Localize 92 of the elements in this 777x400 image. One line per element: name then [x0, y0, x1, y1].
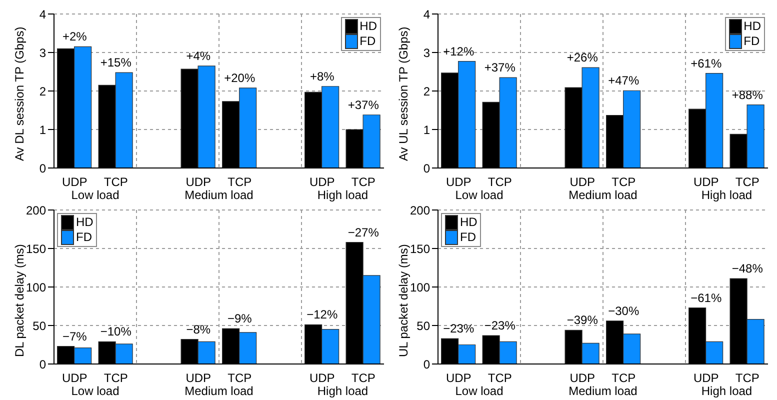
x-tick-label: TCP — [351, 371, 376, 385]
x-tick-label: TCP — [612, 371, 636, 385]
x-tick-label: TCP — [228, 175, 252, 189]
x-tick-label: TCP — [104, 371, 128, 385]
x-tick-label: UDP — [693, 175, 719, 189]
legend-label: FD — [460, 230, 476, 245]
text: High load — [701, 188, 752, 202]
annotation: −10% — [100, 324, 132, 339]
annotation: +4% — [186, 48, 211, 63]
annotation: +37% — [348, 98, 380, 112]
annotation: −9% — [227, 312, 252, 326]
y-axis-title: Av UL session TP (Gbps) — [396, 26, 410, 161]
annotation: −30% — [608, 304, 640, 318]
legend-label: HD — [76, 215, 94, 230]
y-axis-title: UL packet delay (ms) — [396, 244, 410, 357]
annotation: +88% — [732, 88, 764, 102]
annotation: −23% — [443, 322, 474, 336]
x-tick-label: UDP — [446, 371, 472, 385]
y-tick-label: 1 — [423, 122, 430, 137]
text: High load — [701, 384, 752, 398]
annotation: +61% — [690, 56, 722, 70]
annotation: +15% — [100, 56, 132, 70]
x-tick-label: UDP — [570, 371, 596, 385]
text: Low load — [71, 384, 120, 398]
x-tick-label: UDP — [309, 371, 335, 385]
x-tick-label: UDP — [186, 175, 212, 189]
x-tick-label: UDP — [62, 175, 88, 189]
legend-label: FD — [76, 230, 92, 245]
annotation: +20% — [224, 70, 256, 85]
legend-label: HD — [360, 19, 377, 34]
annotation: −12% — [306, 308, 338, 322]
x-tick-label: UDP — [693, 371, 719, 385]
y-tick-label: 50 — [32, 318, 46, 333]
annotation: +2% — [62, 30, 88, 44]
annotation: −48% — [732, 262, 764, 276]
y-tick-label: 150 — [26, 242, 46, 256]
y-axis-title: Av DL session TP (Gbps) — [12, 26, 26, 161]
y-tick-label: 50 — [416, 318, 430, 333]
annotation: −61% — [690, 290, 722, 305]
y-tick-label: 0 — [39, 161, 46, 176]
y-tick-label: 200 — [410, 203, 430, 218]
x-tick-label: TCP — [735, 371, 760, 385]
text: Low load — [455, 188, 504, 202]
y-tick-label: 0 — [423, 161, 430, 176]
text: Medium load — [568, 188, 638, 202]
legend-label: HD — [460, 215, 478, 230]
y-tick-label: 100 — [26, 280, 46, 294]
annotation: +26% — [566, 50, 598, 65]
annotation: −8% — [186, 322, 211, 336]
annotation: +12% — [443, 44, 474, 58]
x-tick-label: TCP — [104, 175, 128, 189]
text: Medium load — [184, 384, 254, 398]
y-tick-label: 4 — [423, 7, 430, 22]
text: Medium load — [184, 188, 254, 202]
annotation: +37% — [484, 60, 516, 75]
x-tick-label: TCP — [228, 371, 252, 385]
annotation: +47% — [608, 74, 640, 88]
y-tick-label: 1 — [39, 122, 46, 137]
x-tick-label: TCP — [351, 175, 376, 189]
x-tick-label: UDP — [446, 175, 472, 189]
text: High load — [317, 384, 368, 398]
legend-label: FD — [360, 34, 376, 49]
y-tick-label: 0 — [423, 357, 430, 372]
legend-label: FD — [744, 34, 760, 49]
annotation: −7% — [62, 329, 88, 344]
annotation: −39% — [566, 313, 598, 328]
x-tick-label: TCP — [735, 175, 760, 189]
annotation: −23% — [484, 318, 516, 333]
x-tick-label: TCP — [488, 371, 512, 385]
legend-label: HD — [744, 19, 761, 34]
y-tick-label: 2 — [423, 84, 430, 98]
text: Low load — [455, 384, 504, 398]
x-tick-label: TCP — [488, 175, 512, 189]
y-tick-label: 4 — [39, 7, 46, 22]
annotation: +8% — [310, 69, 335, 84]
x-tick-label: UDP — [309, 175, 335, 189]
annotation: −27% — [348, 225, 380, 240]
y-tick-label: 3 — [423, 46, 430, 60]
y-tick-label: 2 — [39, 84, 46, 98]
x-tick-label: UDP — [570, 175, 596, 189]
x-tick-label: TCP — [612, 175, 636, 189]
y-axis-title: DL packet delay (ms) — [12, 244, 26, 357]
text: High load — [317, 188, 368, 202]
y-tick-label: 200 — [26, 203, 46, 218]
y-tick-label: 0 — [39, 357, 46, 372]
x-tick-label: UDP — [62, 371, 88, 385]
text: Low load — [71, 188, 120, 202]
y-tick-label: 3 — [39, 46, 46, 60]
x-tick-label: UDP — [186, 371, 212, 385]
text: Medium load — [568, 384, 638, 398]
y-tick-label: 150 — [410, 242, 430, 256]
y-tick-label: 100 — [410, 280, 430, 294]
